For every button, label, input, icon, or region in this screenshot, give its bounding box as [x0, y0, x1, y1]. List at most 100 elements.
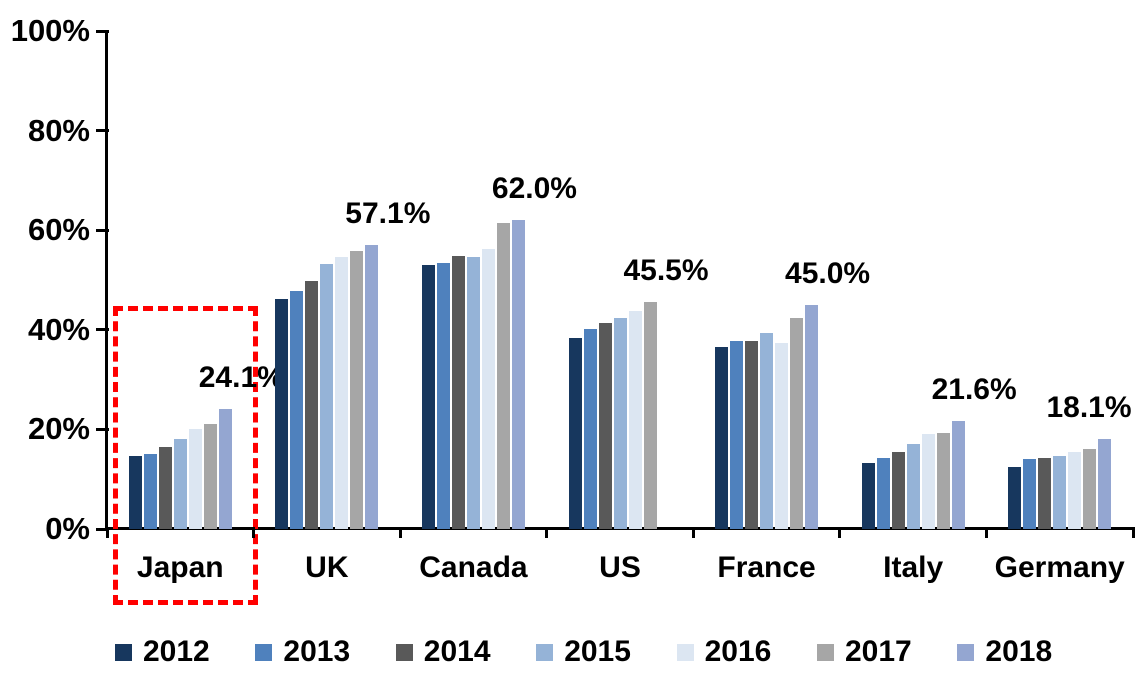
bar-germany-2017: [1083, 449, 1097, 529]
legend: 2012 2013 2014 2015 2016 2017 2018: [0, 634, 1142, 674]
y-axis-label-100: 100%: [10, 13, 90, 48]
data-label-italy: 21.6%: [931, 373, 1017, 407]
bar-france-2015: [760, 333, 774, 529]
legend-swatch-2014: [395, 643, 413, 661]
bar-germany-2013: [1023, 459, 1037, 529]
data-label-france: 45.0%: [785, 256, 871, 290]
x-axis-tick: [398, 527, 402, 538]
data-label-japan: 24.1%: [198, 360, 284, 394]
data-label-us: 45.5%: [623, 254, 709, 288]
y-axis-label-0: 0%: [45, 511, 90, 546]
bar-uk-2015: [320, 264, 334, 529]
bar-canada-2012: [421, 265, 435, 529]
bar-us-2016: [628, 310, 642, 529]
y-axis-tick: [96, 427, 109, 431]
bar-uk-2013: [290, 291, 304, 529]
bar-germany-2016: [1068, 451, 1082, 529]
x-axis-label-germany: Germany: [994, 551, 1125, 584]
bar-uk-2012: [275, 298, 289, 529]
legend-item-2018: 2018: [957, 634, 1052, 670]
y-axis-tick: [96, 228, 109, 232]
legend-swatch-2015: [536, 643, 554, 661]
bar-france-2014: [745, 341, 759, 529]
legend-item-2015: 2015: [536, 634, 631, 670]
bar-us-2015: [613, 318, 627, 529]
x-axis-tick: [105, 527, 109, 538]
y-axis-tick: [96, 129, 109, 133]
bar-uk-2014: [305, 280, 319, 529]
data-label-germany: 18.1%: [1046, 390, 1132, 424]
x-axis-label-japan: Japan: [136, 551, 224, 584]
bar-uk-2016: [335, 256, 349, 529]
y-axis-label-60: 60%: [27, 212, 90, 248]
legend-label-2017: 2017: [845, 635, 912, 668]
bar-canada-2014: [451, 255, 465, 529]
legend-label-2014: 2014: [423, 635, 491, 668]
bar-germany-2018: [1098, 438, 1112, 529]
bar-japan-2018: [218, 408, 232, 529]
bar-france-2017: [790, 318, 804, 529]
legend-item-2014: 2014: [395, 634, 491, 670]
bar-uk-2018: [365, 244, 379, 529]
bar-germany-2014: [1038, 457, 1052, 529]
bar-us-2012: [568, 337, 582, 529]
bar-germany-2015: [1053, 455, 1067, 529]
bar-italy-2016: [921, 434, 935, 529]
x-axis-tick: [545, 527, 549, 538]
bar-canada-2016: [481, 249, 495, 529]
legend-item-2016: 2016: [676, 634, 772, 670]
x-axis-tick: [691, 527, 695, 538]
x-axis-label-us: US: [599, 551, 641, 584]
bar-japan-2012: [128, 455, 142, 529]
data-label-uk: 57.1%: [345, 196, 431, 230]
bar-japan-2017: [203, 424, 217, 529]
legend-label-2016: 2016: [704, 635, 772, 668]
legend-swatch-2017: [817, 643, 834, 661]
legend-item-2013: 2013: [255, 634, 350, 670]
highlight-box-japan: [113, 306, 258, 605]
legend-label-2018: 2018: [985, 635, 1053, 668]
x-axis-tick: [1131, 527, 1135, 538]
legend-item-2012: 2012: [115, 634, 210, 670]
bar-us-2013: [583, 328, 597, 529]
bar-canada-2015: [466, 257, 480, 529]
bar-italy-2012: [861, 462, 875, 529]
legend-item-2017: 2017: [817, 634, 912, 670]
x-axis-tick: [984, 527, 988, 538]
y-axis-label-40: 40%: [27, 311, 90, 347]
bar-italy-2017: [936, 433, 950, 529]
bar-us-2017: [643, 302, 657, 529]
x-axis-label-canada: Canada: [419, 551, 528, 584]
x-axis-label-france: France: [717, 551, 816, 584]
bar-uk-2017: [350, 251, 364, 529]
bar-italy-2018: [951, 421, 965, 529]
legend-swatch-2016: [676, 643, 694, 661]
y-axis: [105, 31, 108, 529]
bar-germany-2012: [1008, 466, 1022, 529]
bar-canada-2013: [436, 263, 450, 529]
bar-italy-2013: [876, 457, 890, 529]
legend-swatch-2018: [957, 643, 975, 661]
x-axis-label-italy: Italy: [883, 551, 944, 584]
legend-label-2012: 2012: [143, 635, 210, 668]
bar-canada-2017: [496, 222, 510, 529]
y-axis-label-20: 20%: [27, 411, 90, 447]
y-axis-tick: [96, 527, 109, 531]
bar-france-2012: [715, 347, 729, 529]
legend-swatch-2013: [255, 643, 273, 661]
bar-france-2016: [775, 343, 789, 529]
bar-italy-2014: [891, 452, 905, 529]
bar-italy-2015: [906, 444, 920, 529]
bar-japan-2015: [173, 439, 187, 529]
x-axis-tick: [838, 527, 842, 538]
legend-swatch-2012: [115, 643, 132, 661]
data-label-canada: 62.0%: [491, 172, 577, 206]
bar-france-2018: [805, 304, 819, 529]
legend-label-2015: 2015: [564, 635, 631, 668]
bar-us-2014: [598, 323, 612, 529]
bar-japan-2014: [158, 446, 172, 529]
legend-label-2013: 2013: [283, 635, 351, 668]
bar-canada-2018: [511, 220, 525, 529]
y-axis-label-80: 80%: [27, 112, 90, 148]
x-axis-tick: [252, 527, 256, 538]
